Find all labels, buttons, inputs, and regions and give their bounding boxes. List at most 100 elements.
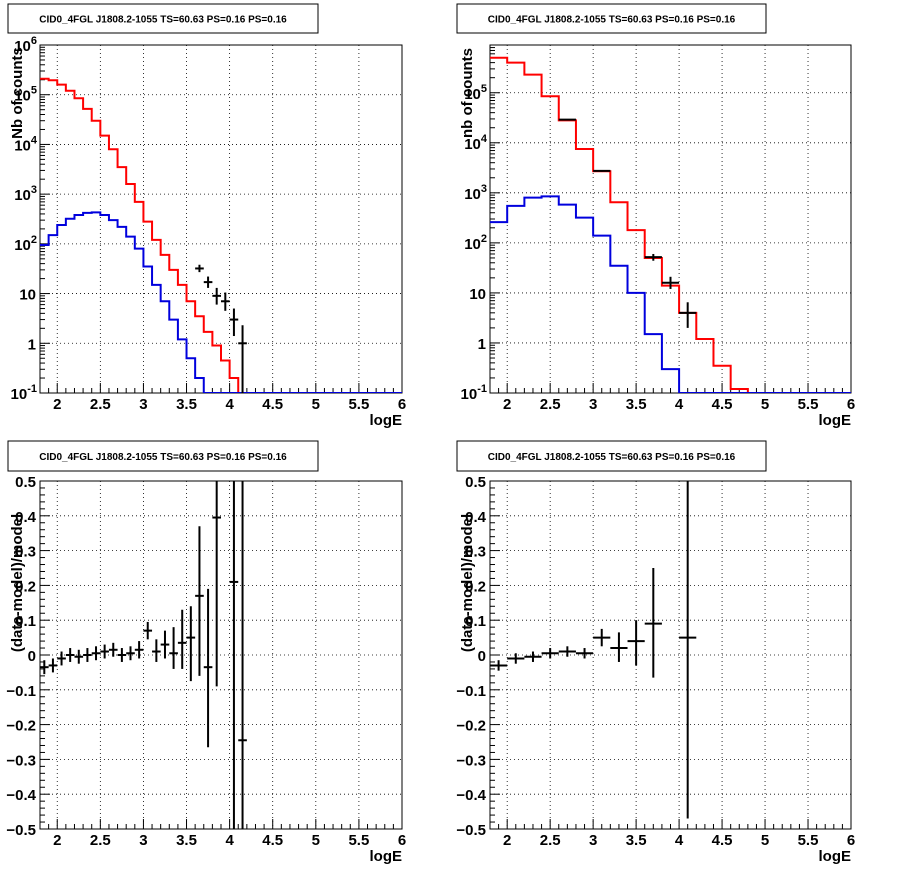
data-point [644, 253, 662, 261]
data-point [177, 609, 187, 669]
x-tick-label: 5 [312, 832, 320, 849]
data-point [126, 646, 135, 661]
y-tick-label: −0.5 [456, 822, 486, 839]
data-point [610, 632, 628, 662]
chart-panel-4: CID0_4FGL J1808.2-1055 TS=60.63 PS=0.16 … [456, 440, 855, 865]
data-point [558, 646, 576, 657]
data-point [57, 651, 66, 666]
y-tick-label: −0.1 [456, 683, 486, 700]
data-point [541, 648, 559, 659]
y-tick-label: 0.1 [465, 613, 486, 630]
data-layer [40, 481, 247, 829]
data-point [229, 481, 239, 829]
x-tick-label: 2 [53, 832, 61, 849]
data-point [679, 302, 697, 328]
x-axis-title: logE [819, 848, 852, 865]
y-tick-label: 103 [14, 184, 37, 204]
y-tick-label: 1 [478, 336, 486, 353]
data-point [117, 648, 127, 662]
data-point [160, 630, 170, 659]
x-tick-label: 6 [847, 832, 855, 849]
y-tick-label: 105 [14, 85, 37, 105]
y-tick-label: 10 [469, 286, 486, 303]
data-point [65, 648, 75, 662]
x-tick-label: 5 [761, 832, 769, 849]
data-point [593, 169, 611, 172]
x-tick-label: 5.5 [348, 396, 369, 413]
data-point [195, 264, 204, 273]
y-tick-label: −0.3 [6, 752, 36, 769]
grid-lines [40, 481, 402, 829]
x-tick-label: 3 [139, 396, 147, 413]
data-point [679, 481, 697, 819]
y-tick-label: 0.5 [465, 474, 486, 491]
x-tick-label: 3 [589, 832, 597, 849]
data-point [40, 660, 49, 675]
y-tick-label: 0 [478, 648, 486, 665]
x-tick-label: 5 [761, 396, 769, 413]
data-point [195, 526, 204, 676]
y-tick-label: −0.2 [456, 718, 486, 735]
data-point [524, 651, 542, 662]
x-axis-title: logE [370, 412, 403, 429]
data-point [661, 276, 680, 289]
title-box [456, 440, 767, 472]
x-tick-label: 3 [139, 832, 147, 849]
x-tick-label: 5.5 [348, 832, 369, 849]
data-point [627, 620, 645, 666]
y-tick-label: 0.3 [15, 544, 36, 561]
x-tick-label: 5.5 [798, 832, 819, 849]
y-tick-label: 104 [464, 133, 488, 153]
y-tick-label: 10-1 [461, 383, 487, 403]
title-box [456, 3, 767, 34]
data-point [212, 287, 221, 305]
x-tick-label: 5 [312, 396, 320, 413]
data-point [143, 621, 153, 640]
data-point [108, 642, 118, 657]
x-tick-label: 4.5 [262, 832, 283, 849]
x-tick-label: 4 [675, 396, 684, 413]
total-model-histogram [490, 56, 851, 393]
data-point [169, 627, 178, 669]
data-layer [490, 481, 697, 819]
x-tick-label: 4 [225, 396, 234, 413]
y-tick-label: −0.4 [456, 787, 486, 804]
grid-lines [40, 45, 402, 393]
y-tick-label: 0.2 [465, 578, 486, 595]
x-tick-label: 4 [225, 832, 234, 849]
y-tick-label: 0.4 [15, 509, 37, 526]
x-tick-label: 3.5 [176, 832, 197, 849]
x-tick-label: 2 [53, 396, 61, 413]
x-tick-label: 3.5 [626, 396, 647, 413]
chart-title: CID0_4FGL J1808.2-1055 TS=60.63 PS=0.16 … [39, 452, 287, 463]
data-point [212, 481, 221, 687]
x-tick-label: 3.5 [626, 832, 647, 849]
x-tick-label: 3 [589, 396, 597, 413]
y-tick-label: −0.3 [456, 752, 486, 769]
chart-title: CID0_4FGL J1808.2-1055 TS=60.63 PS=0.16 … [39, 15, 287, 26]
y-tick-label: 0.5 [15, 474, 36, 491]
x-tick-label: 4 [675, 832, 684, 849]
y-axis-title: nb of counts [459, 48, 476, 138]
x-tick-label: 4.5 [262, 396, 283, 413]
y-tick-label: 102 [14, 234, 37, 254]
x-tick-label: 2.5 [540, 396, 561, 413]
x-tick-label: 5.5 [798, 396, 819, 413]
data-point [644, 568, 662, 678]
data-point [203, 276, 213, 288]
data-point [186, 606, 196, 682]
y-axis-title: (data-model)/model [459, 514, 476, 652]
x-tick-label: 2.5 [90, 832, 111, 849]
x-tick-label: 4.5 [712, 832, 733, 849]
y-tick-label: −0.2 [6, 718, 36, 735]
data-point [558, 118, 576, 121]
y-tick-label: 0.4 [465, 509, 487, 526]
data-point [74, 649, 84, 664]
y-tick-label: 105 [464, 83, 487, 103]
grid-lines [490, 481, 851, 829]
x-tick-label: 2.5 [540, 832, 561, 849]
x-tick-label: 3.5 [176, 396, 197, 413]
data-point [593, 628, 611, 647]
source-model-histogram [40, 211, 402, 393]
grid-lines [490, 45, 851, 393]
